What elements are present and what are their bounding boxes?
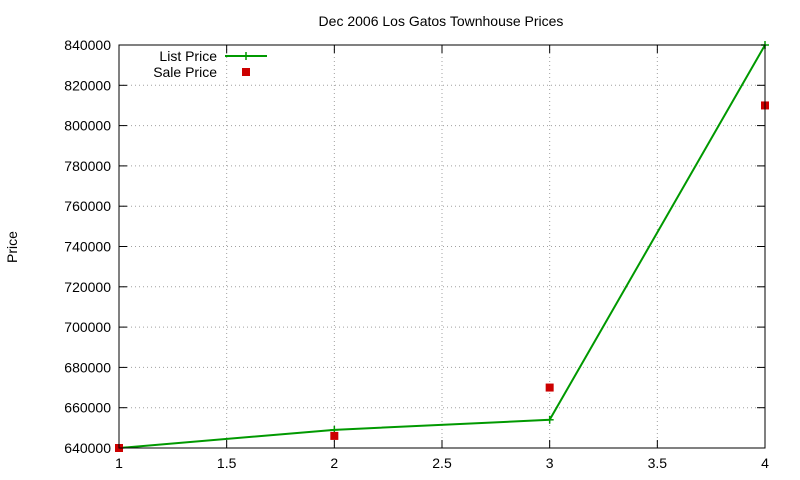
y-tick-label: 740000 xyxy=(64,239,111,255)
y-tick-label: 780000 xyxy=(64,158,111,174)
axis-ticks: 640000 660000 680000 700000 720000 740000 7600… xyxy=(64,37,769,471)
legend-swatch-marker xyxy=(242,68,250,76)
data-point-square xyxy=(330,431,339,440)
plot-series xyxy=(115,41,769,452)
y-tick-label: 800000 xyxy=(64,118,111,134)
data-point-square xyxy=(545,383,554,392)
chart-title: Dec 2006 Los Gatos Townhouse Prices xyxy=(319,13,564,29)
x-tick-label: 4 xyxy=(761,455,769,471)
data-point-plus xyxy=(545,415,554,424)
x-tick-label: 1.5 xyxy=(217,455,237,471)
legend-swatch-marker xyxy=(242,52,250,60)
y-tick-label: 640000 xyxy=(64,440,111,456)
y-tick-label: 680000 xyxy=(64,359,111,375)
x-tick-label: 2 xyxy=(330,455,338,471)
x-tick-label: 3 xyxy=(546,455,554,471)
y-tick-label: 700000 xyxy=(64,319,111,335)
x-tick-label: 2.5 xyxy=(432,455,452,471)
grid xyxy=(119,45,765,448)
y-tick-label: 720000 xyxy=(64,279,111,295)
plot-frame xyxy=(118,44,766,449)
series-list-price xyxy=(115,41,769,452)
y-axis-label: Price xyxy=(4,231,20,263)
y-tick-label: 820000 xyxy=(64,77,111,93)
legend-label: List Price xyxy=(159,48,217,64)
series-sale-price xyxy=(115,101,769,452)
legend-label: Sale Price xyxy=(153,64,217,80)
y-tick-label: 840000 xyxy=(64,37,111,53)
x-tick-label: 3.5 xyxy=(648,455,668,471)
series-line xyxy=(118,44,766,449)
y-tick-label: 760000 xyxy=(64,198,111,214)
y-tick-label: 660000 xyxy=(64,400,111,416)
x-tick-label: 1 xyxy=(115,455,123,471)
